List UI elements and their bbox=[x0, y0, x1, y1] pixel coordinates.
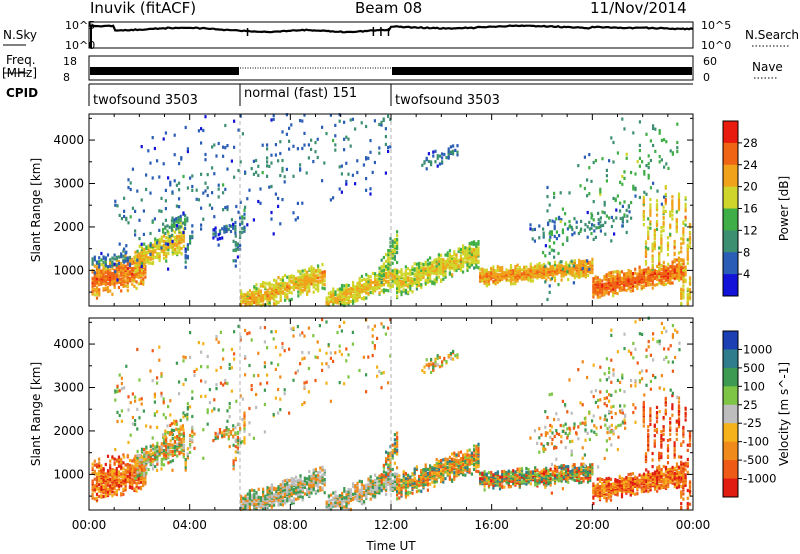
nsky-panel-frame bbox=[88, 21, 694, 49]
nsky-tick-low-left: 10^0 bbox=[65, 39, 95, 52]
x-tick-label-4: 16:00 bbox=[474, 518, 509, 532]
colorbar-tick-1-6: -500 bbox=[743, 453, 769, 467]
nsky-tick-high-left: 10^5 bbox=[65, 19, 95, 32]
colorbar-tick-0-6: 28 bbox=[743, 136, 758, 150]
nsky-label: N.Sky bbox=[3, 28, 38, 42]
colorbar-0-seg-7 bbox=[723, 274, 738, 297]
nsky-series-line bbox=[88, 24, 694, 34]
date-label: 11/Nov/2014 bbox=[590, 0, 687, 17]
colorbar-tick-1-1: 500 bbox=[743, 361, 765, 375]
colorbar-1-seg-4 bbox=[723, 404, 738, 424]
y-tick-label-1-1000: 1000 bbox=[53, 467, 84, 481]
y-tick-label-1-3000: 3000 bbox=[53, 381, 84, 395]
freq-tick-low: 8 bbox=[63, 71, 70, 84]
power-ylabel: Slant Range [km] bbox=[29, 158, 43, 262]
nsky-tick-low-right: 10^0 bbox=[701, 39, 731, 52]
x-tick-label-3: 12:00 bbox=[374, 518, 409, 532]
cpid-segment-0: twofsound 3503 bbox=[93, 93, 198, 108]
colorbar-tick-1-3: 25 bbox=[743, 398, 758, 412]
freq-band-1 bbox=[392, 67, 692, 75]
y-tick-label-1-4000: 4000 bbox=[53, 337, 84, 351]
colorbar-0-seg-0 bbox=[723, 121, 738, 144]
freq-band-0 bbox=[90, 67, 239, 75]
nave-label: Nave bbox=[752, 60, 783, 74]
nsearch-label: N.Search bbox=[745, 28, 800, 42]
colorbar-tick-0-2: 12 bbox=[743, 223, 758, 237]
y-tick-label-0-3000: 3000 bbox=[53, 177, 84, 191]
x-tick-label-5: 20:00 bbox=[575, 518, 610, 532]
y-tick-label-0-1000: 1000 bbox=[53, 263, 84, 277]
colorbar-1-seg-3 bbox=[723, 386, 738, 406]
colorbar-tick-1-2: 100 bbox=[743, 379, 765, 393]
colorbar-tick-0-1: 8 bbox=[743, 245, 750, 259]
colorbar-tick-1-7: -1000 bbox=[743, 472, 776, 486]
x-tick-label-6: 00:00 bbox=[676, 518, 711, 532]
freq-panel-frame bbox=[88, 55, 694, 81]
power-heatmap-group bbox=[89, 113, 693, 308]
x-tick-label-1: 04:00 bbox=[172, 518, 207, 532]
x-tick-label-0: 00:00 bbox=[72, 518, 107, 532]
colorbar-1-seg-0 bbox=[723, 331, 738, 350]
cpid-segment-1: normal (fast) 151 bbox=[244, 86, 357, 101]
y-tick-label-1-2000: 2000 bbox=[53, 424, 84, 438]
colorbar-tick-0-4: 20 bbox=[743, 180, 758, 194]
colorbar-tick-1-0: 1000 bbox=[743, 342, 772, 356]
station-title: Inuvik (fitACF) bbox=[90, 0, 197, 17]
colorbar-0-seg-1 bbox=[723, 142, 738, 166]
beam-label: Beam 08 bbox=[355, 0, 423, 17]
colorbar-0-seg-3 bbox=[723, 186, 738, 209]
velocity-colorbar-frame bbox=[722, 330, 739, 498]
power-colorbar-label: Power [dB] bbox=[777, 176, 791, 241]
colorbar-1-seg-2 bbox=[723, 367, 738, 387]
x-tick-label-2: 08:00 bbox=[273, 518, 308, 532]
colorbar-1-seg-1 bbox=[723, 349, 738, 369]
velocity-heatmap-group bbox=[89, 316, 693, 512]
colorbar-0-seg-2 bbox=[723, 164, 738, 188]
colorbar-1-seg-8 bbox=[723, 478, 738, 498]
velocity-colorbar-label: Velocity [m s^-1] bbox=[777, 362, 791, 466]
y-tick-label-0-2000: 2000 bbox=[53, 220, 84, 234]
cpid-segment-2: twofsound 3503 bbox=[395, 93, 500, 108]
freq-label: Freq. bbox=[6, 53, 36, 67]
colorbar-tick-1-5: -100 bbox=[743, 435, 769, 449]
colorbar-1-seg-5 bbox=[723, 423, 738, 443]
colorbar-tick-0-5: 24 bbox=[743, 158, 758, 172]
cpid-label: CPID bbox=[6, 86, 39, 100]
colorbar-tick-0-0: 4 bbox=[743, 267, 750, 281]
nsky-tick-high-right: 10^5 bbox=[701, 19, 731, 32]
nave-tick-high: 60 bbox=[703, 55, 717, 68]
freq-tick-high: 18 bbox=[63, 55, 77, 68]
velocity-ylabel: Slant Range [km] bbox=[29, 362, 43, 466]
x-axis-label: Time UT bbox=[365, 539, 416, 553]
colorbar-1-seg-7 bbox=[723, 460, 738, 480]
colorbar-0-seg-5 bbox=[723, 230, 738, 253]
nave-tick-low: 0 bbox=[703, 71, 710, 84]
y-tick-label-0-4000: 4000 bbox=[53, 133, 84, 147]
colorbar-0-seg-6 bbox=[723, 252, 738, 275]
colorbar-tick-1-4: -25 bbox=[743, 416, 762, 430]
colorbar-0-seg-4 bbox=[723, 208, 738, 231]
colorbar-1-seg-6 bbox=[723, 441, 738, 461]
colorbar-tick-0-3: 16 bbox=[743, 202, 758, 216]
